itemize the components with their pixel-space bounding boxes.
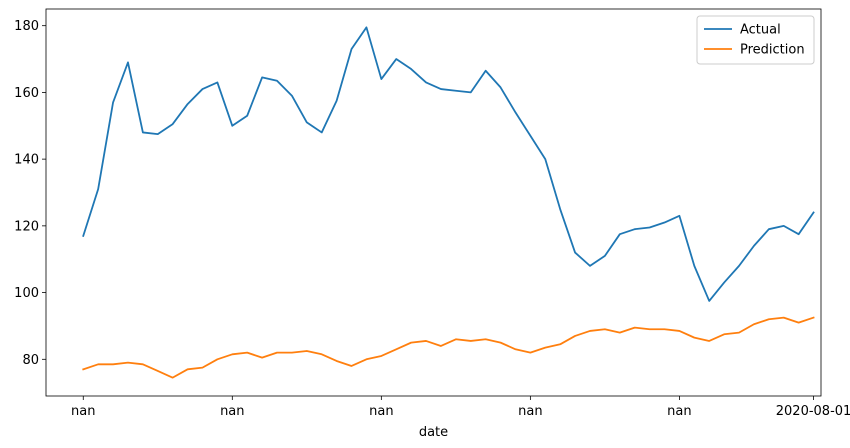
x-tick-label: nan [667, 404, 691, 419]
x-axis-title: date [419, 425, 448, 440]
y-tick-label: 100 [14, 286, 39, 301]
legend: Actual Prediction [696, 15, 815, 65]
y-tick-label: 160 [14, 86, 39, 101]
x-axis: nan nan nan nan nan 2020-08-01 [71, 396, 850, 419]
legend-box [696, 15, 815, 65]
y-tick-label: 140 [14, 153, 39, 168]
y-tick-label: 80 [22, 353, 39, 368]
x-tick-label: nan [220, 404, 244, 419]
y-tick-label: 120 [14, 219, 39, 234]
series-line-prediction [82, 316, 815, 379]
legend-label-actual: Actual [740, 23, 781, 38]
y-axis: 80 100 120 140 160 180 [14, 19, 46, 368]
x-tick-label: nan [71, 404, 95, 419]
legend-label-prediction: Prediction [740, 43, 805, 58]
x-tick-label: nan [518, 404, 542, 419]
y-tick-label: 180 [14, 19, 39, 34]
x-tick-label: 2020-08-01 [776, 404, 850, 419]
series-line-actual [82, 26, 815, 302]
plot-frame [45, 8, 822, 397]
x-tick-label: nan [369, 404, 393, 419]
series-layer [82, 26, 815, 379]
plot-background [46, 9, 821, 396]
